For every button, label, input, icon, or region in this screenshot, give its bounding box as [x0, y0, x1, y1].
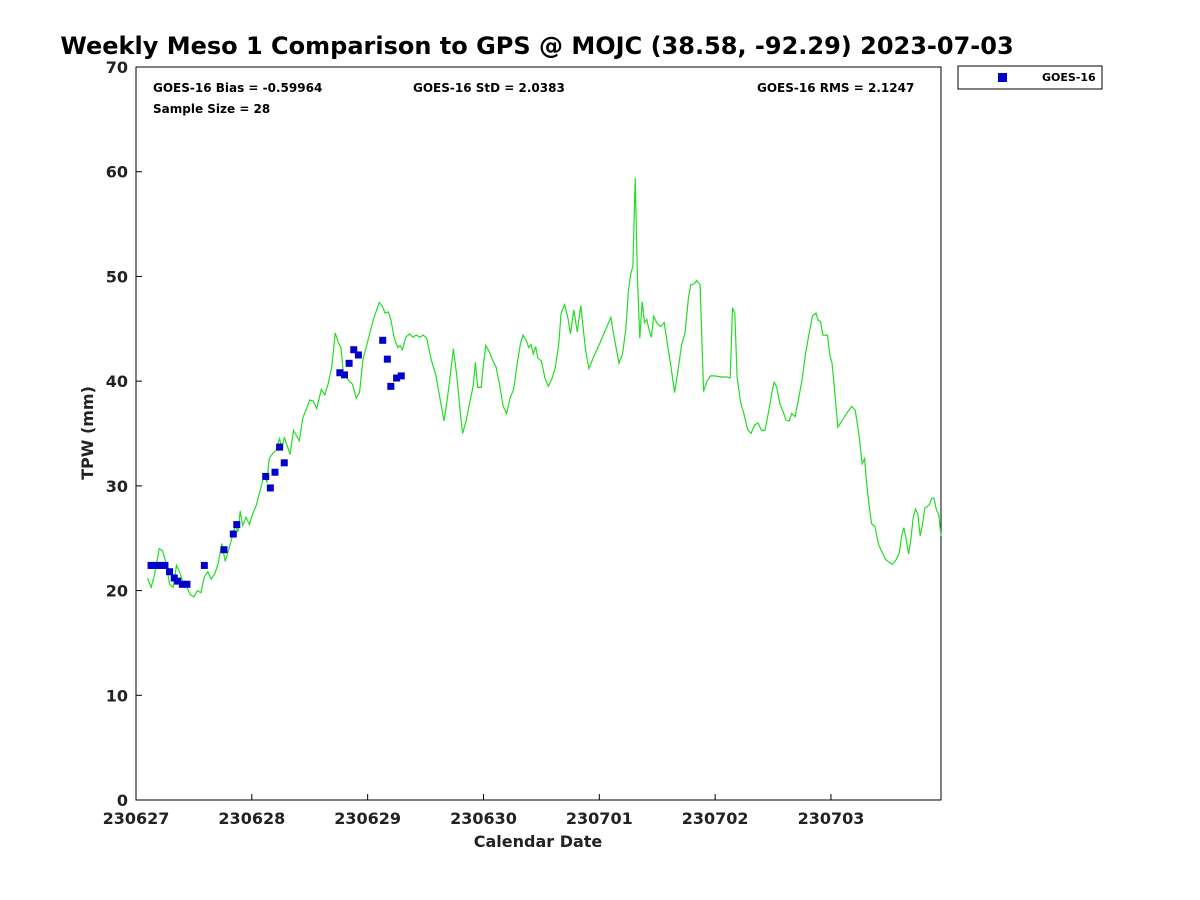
- y-tick-label: 70: [106, 58, 128, 77]
- legend: GOES-16: [957, 65, 1103, 90]
- x-tick-label: 230701: [566, 809, 633, 828]
- gps-line: [147, 177, 942, 598]
- goes16-point: [336, 369, 344, 377]
- goes16-point: [161, 561, 169, 569]
- x-tick-label: 230703: [798, 809, 865, 828]
- goes16-point: [229, 530, 237, 538]
- plot-area: [135, 66, 942, 801]
- legend-label: GOES-16: [1042, 71, 1096, 84]
- goes16-point: [262, 472, 270, 480]
- plot-frame: [135, 66, 942, 801]
- goes16-point: [379, 336, 387, 344]
- goes16-point: [354, 351, 362, 359]
- sample-size-stat: Sample Size = 28: [153, 102, 270, 116]
- goes16-point: [280, 459, 288, 467]
- x-axis-label: Calendar Date: [474, 832, 603, 851]
- goes16-point: [166, 568, 174, 576]
- y-tick-label: 10: [106, 686, 128, 705]
- goes16-point: [178, 580, 186, 588]
- std-stat: GOES-16 StD = 2.0383: [413, 81, 565, 95]
- y-tick-label: 0: [117, 791, 128, 810]
- x-tick-label: 230628: [218, 809, 285, 828]
- x-tick-label: 230629: [334, 809, 401, 828]
- rms-stat: GOES-16 RMS = 2.1247: [757, 81, 914, 95]
- gps-series: [147, 177, 942, 598]
- y-tick-label: 20: [106, 582, 128, 601]
- goes16-point: [233, 521, 241, 529]
- goes16-point: [220, 546, 228, 554]
- goes16-point: [276, 443, 284, 451]
- goes16-point: [350, 346, 358, 354]
- legend-box: [957, 65, 1103, 90]
- x-axis: 230627 230628 230629 230630 230701 230702 2307…: [103, 794, 865, 828]
- x-tick-label: 230627: [103, 809, 170, 828]
- y-tick-label: 60: [106, 163, 128, 182]
- y-tick-label: 50: [106, 267, 128, 286]
- chart-title: Weekly Meso 1 Comparison to GPS @ MOJC (…: [60, 32, 1013, 60]
- goes16-point: [397, 372, 405, 380]
- x-tick-label: 230702: [682, 809, 749, 828]
- x-tick-label: 230630: [450, 809, 517, 828]
- y-axis-label: TPW (mm): [78, 386, 97, 480]
- legend-marker: [998, 73, 1007, 82]
- goes16-point: [183, 580, 191, 588]
- goes16-point: [393, 374, 401, 382]
- goes16-point: [383, 355, 391, 363]
- y-axis: 0 10 20 30 40 50 60 70: [106, 58, 142, 810]
- goes16-point: [174, 577, 182, 585]
- goes16-point: [200, 561, 208, 569]
- goes16-point: [340, 371, 348, 379]
- goes16-point: [345, 359, 353, 367]
- goes16-point: [387, 382, 395, 390]
- goes16-point: [271, 468, 279, 476]
- y-tick-label: 30: [106, 477, 128, 496]
- bias-stat: GOES-16 Bias = -0.59964: [153, 81, 322, 95]
- goes16-series: [147, 336, 405, 588]
- goes16-point: [266, 484, 274, 492]
- y-tick-label: 40: [106, 372, 128, 391]
